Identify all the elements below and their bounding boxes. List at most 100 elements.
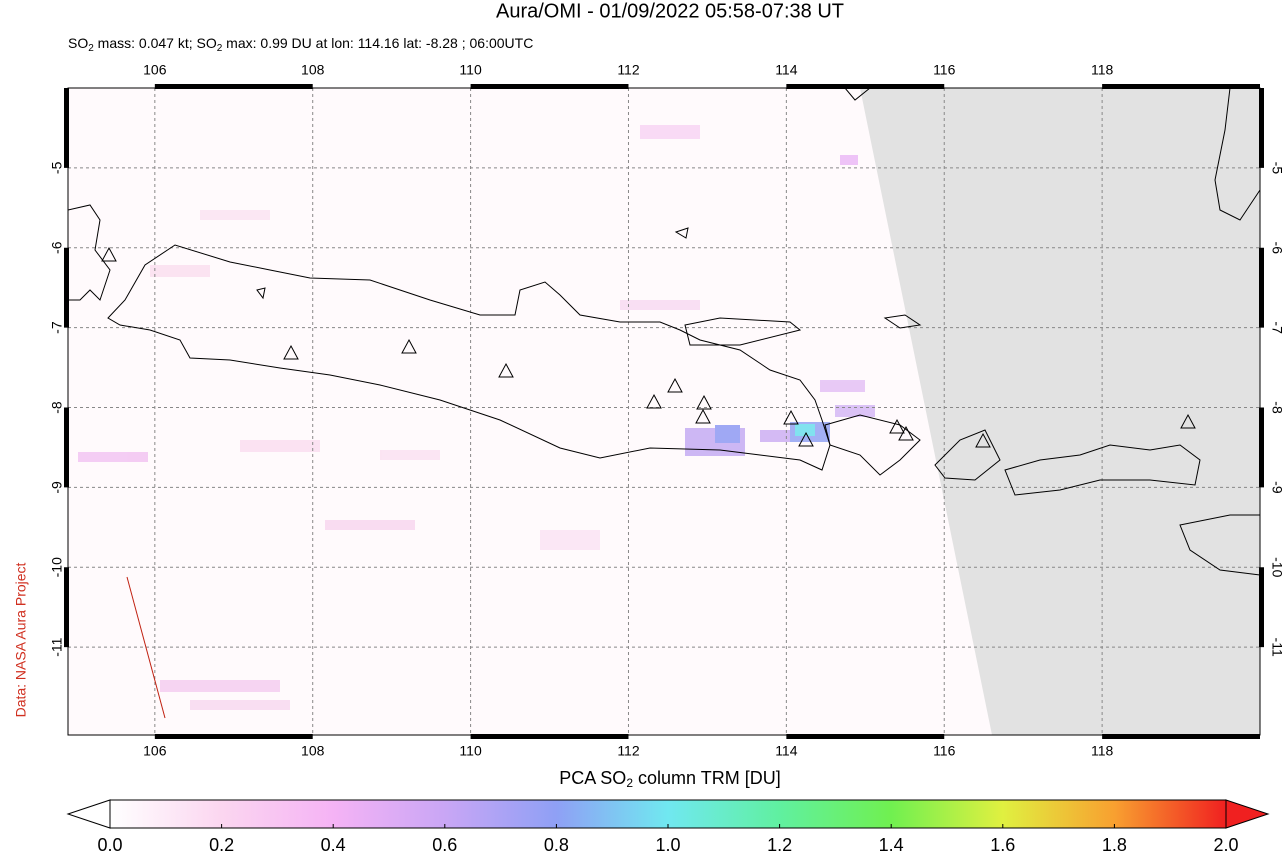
colorbar-ticks: 0.0 0.2 0.4 0.6 0.8 1.0 1.2 1.4 1.6 1.8 2.0	[97, 824, 1239, 855]
x-tick-label: 110	[459, 743, 482, 759]
colorbar-tick-label: 1.6	[990, 835, 1015, 855]
frame-segment	[154, 734, 313, 739]
pixel	[820, 380, 865, 392]
subscript: 2	[88, 43, 94, 54]
frame-segment	[786, 734, 945, 739]
coast-sulawesi	[1214, 88, 1260, 221]
pixel	[240, 440, 320, 452]
subscript: 2	[626, 776, 633, 790]
map-area	[68, 88, 1260, 735]
colorbar-tick-label: 0.4	[321, 835, 346, 855]
frame-segment	[64, 247, 69, 328]
subtitle-part: SO	[68, 35, 88, 51]
coast-sumba	[1179, 514, 1260, 576]
frame-segment	[154, 84, 313, 89]
pixel	[150, 265, 210, 277]
volcanoes	[101, 246, 1196, 448]
frame-segment	[1259, 88, 1264, 168]
colorbar-over	[1225, 799, 1270, 829]
pixel	[835, 405, 875, 417]
subscript: 2	[217, 43, 223, 54]
frame-segment	[1259, 247, 1264, 328]
x-tick-label: 116	[933, 743, 956, 759]
so2-pixels	[78, 125, 875, 710]
frame-segment	[1102, 84, 1260, 89]
colorbar-tick-label: 0.6	[432, 835, 457, 855]
y-tick-label: -9	[1269, 481, 1285, 494]
x-tick-label: 108	[301, 743, 325, 759]
colorbar-tick-label: 1.8	[1102, 835, 1127, 855]
x-tick-label: 118	[1091, 743, 1114, 759]
coast-sumatra	[68, 204, 111, 301]
colorbar-tick-label: 2.0	[1213, 835, 1238, 855]
coast-borneo	[844, 88, 871, 101]
y-tick-label: -11	[1269, 638, 1285, 657]
x-tick-label: 114	[775, 62, 798, 78]
colorbar-tick-label: 1.2	[767, 835, 792, 855]
frame-segment	[64, 88, 69, 168]
title: Aura/OMI - 01/09/2022 05:58-07:38 UT	[496, 0, 844, 22]
pixel	[795, 424, 815, 436]
x-tick-label: 106	[143, 62, 167, 78]
colorbar-tick-label: 1.0	[655, 835, 680, 855]
y-tick-label: -6	[1269, 242, 1285, 255]
x-tick-label: 112	[617, 743, 640, 759]
pixel	[78, 452, 148, 462]
x-tick-label: 114	[775, 743, 798, 759]
y-tick-label: -6	[49, 241, 65, 254]
frame-segment	[1259, 407, 1264, 488]
colorbar	[109, 799, 1227, 829]
frame-segment	[64, 567, 69, 648]
coast-java	[107, 244, 831, 471]
swath-edge	[126, 576, 166, 719]
colorbar-tick-label: 0.8	[544, 835, 569, 855]
y-tick-label: -10	[1269, 557, 1285, 577]
y-tick-label: -5	[1269, 162, 1285, 175]
coast-islets	[256, 227, 922, 329]
subtitle-part: mass: 0.047 kt; SO	[94, 35, 217, 51]
y-tick-label: -9	[49, 481, 65, 494]
x-tick-label: 116	[933, 62, 956, 78]
colorbar-tick-label: 0.2	[209, 835, 234, 855]
y-tick-label: -10	[49, 557, 65, 577]
frame-segment	[470, 734, 629, 739]
coast-madura	[684, 317, 802, 346]
credit: Data: NASA Aura Project	[13, 562, 29, 717]
colorbar-label: PCA SO2 column TRM [DU]	[559, 768, 780, 790]
y-tick-label: -8	[49, 401, 65, 414]
y-tick-label: -8	[1269, 401, 1285, 414]
y-tick-label: -7	[49, 321, 65, 334]
x-tick-label: 110	[459, 62, 482, 78]
y-tick-label: -5	[49, 161, 65, 174]
coast-bali	[824, 414, 921, 476]
y-tick-label: -11	[49, 637, 65, 656]
pixel	[325, 520, 415, 530]
map-frame	[64, 84, 1264, 739]
pixel	[540, 530, 600, 550]
colorbar-tick-label: 0.0	[97, 835, 122, 855]
x-tick-label: 112	[617, 62, 640, 78]
pixel	[715, 425, 740, 443]
coast-sumbawa	[1004, 444, 1201, 496]
frame-segment	[1102, 734, 1260, 739]
label-part: column TRM [DU]	[633, 768, 781, 788]
grid	[68, 88, 1260, 735]
colorbar-under	[66, 799, 111, 829]
subtitle: SO2 mass: 0.047 kt; SO2 max: 0.99 DU at …	[68, 35, 533, 54]
pixel	[200, 210, 270, 220]
pixel	[640, 125, 700, 139]
pixel	[840, 155, 858, 165]
label-part: PCA SO	[559, 768, 626, 788]
no-data-swath	[860, 88, 1260, 735]
coast-lombok	[934, 429, 1001, 481]
pixel	[160, 680, 280, 692]
pixel	[190, 700, 290, 710]
frame-segment	[470, 84, 629, 89]
x-tick-label: 106	[143, 743, 167, 759]
frame-segment	[786, 84, 945, 89]
pixel	[380, 450, 440, 460]
volcano	[101, 246, 1196, 448]
colorbar-tick-label: 1.4	[879, 835, 904, 855]
coastlines	[68, 88, 1260, 576]
